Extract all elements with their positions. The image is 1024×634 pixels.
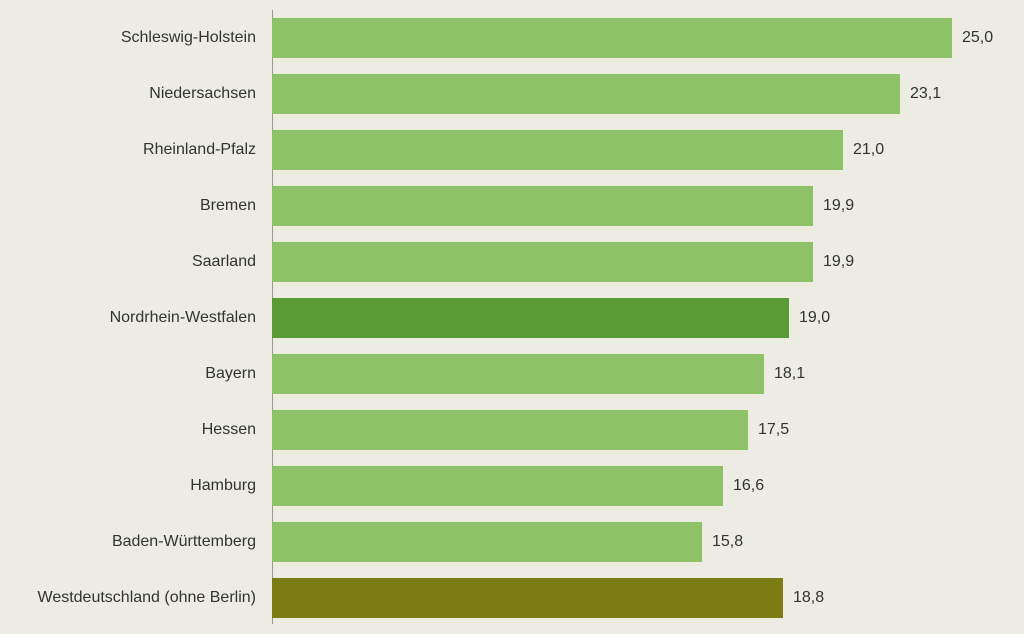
bar-track: 23,1 (272, 66, 1006, 122)
chart-row: Schleswig-Holstein 25,0 (0, 10, 1024, 66)
value-label: 16,6 (723, 458, 764, 514)
category-label: Niedersachsen (0, 66, 264, 122)
bar-track: 25,0 (272, 10, 1006, 66)
bar (272, 466, 723, 506)
value-label: 19,0 (789, 290, 830, 346)
bar (272, 130, 843, 170)
bar-track: 19,9 (272, 234, 1006, 290)
chart-row: Hamburg 16,6 (0, 458, 1024, 514)
bar (272, 354, 764, 394)
category-label: Bremen (0, 178, 264, 234)
bar (272, 578, 783, 618)
chart-row: Rheinland-Pfalz 21,0 (0, 122, 1024, 178)
bar-track: 18,1 (272, 346, 1006, 402)
category-label: Nordrhein-Westfalen (0, 290, 264, 346)
bar-track: 21,0 (272, 122, 1006, 178)
chart-row: Bremen 19,9 (0, 178, 1024, 234)
category-label: Schleswig-Holstein (0, 10, 264, 66)
value-label: 25,0 (952, 10, 993, 66)
bar-track: 16,6 (272, 458, 1006, 514)
bar (272, 298, 789, 338)
bar-track: 15,8 (272, 514, 1006, 570)
chart-row: Baden-Württemberg 15,8 (0, 514, 1024, 570)
chart-row: Bayern 18,1 (0, 346, 1024, 402)
bar (272, 410, 748, 450)
value-label: 19,9 (813, 178, 854, 234)
category-label: Rheinland-Pfalz (0, 122, 264, 178)
chart-row: Nordrhein-Westfalen 19,0 (0, 290, 1024, 346)
bar (272, 242, 813, 282)
chart-row: Westdeutschland (ohne Berlin) 18,8 (0, 570, 1024, 626)
bar-track: 19,0 (272, 290, 1006, 346)
bar (272, 74, 900, 114)
bar-track: 18,8 (272, 570, 1006, 626)
bar (272, 186, 813, 226)
value-label: 19,9 (813, 234, 854, 290)
horizontal-bar-chart: Schleswig-Holstein25,0Niedersachsen23,1R… (0, 0, 1024, 634)
bar-track: 19,9 (272, 178, 1006, 234)
bar (272, 522, 702, 562)
value-label: 23,1 (900, 66, 941, 122)
bar (272, 18, 952, 58)
category-label: Hamburg (0, 458, 264, 514)
chart-row: Saarland 19,9 (0, 234, 1024, 290)
value-label: 18,1 (764, 346, 805, 402)
category-label: Bayern (0, 346, 264, 402)
category-label: Hessen (0, 402, 264, 458)
chart-row: Hessen 17,5 (0, 402, 1024, 458)
value-label: 15,8 (702, 514, 743, 570)
category-label: Baden-Württemberg (0, 514, 264, 570)
category-label: Saarland (0, 234, 264, 290)
bar-track: 17,5 (272, 402, 1006, 458)
value-label: 17,5 (748, 402, 789, 458)
category-label: Westdeutschland (ohne Berlin) (0, 570, 264, 626)
value-label: 18,8 (783, 570, 824, 626)
chart-row: Niedersachsen 23,1 (0, 66, 1024, 122)
value-label: 21,0 (843, 122, 884, 178)
